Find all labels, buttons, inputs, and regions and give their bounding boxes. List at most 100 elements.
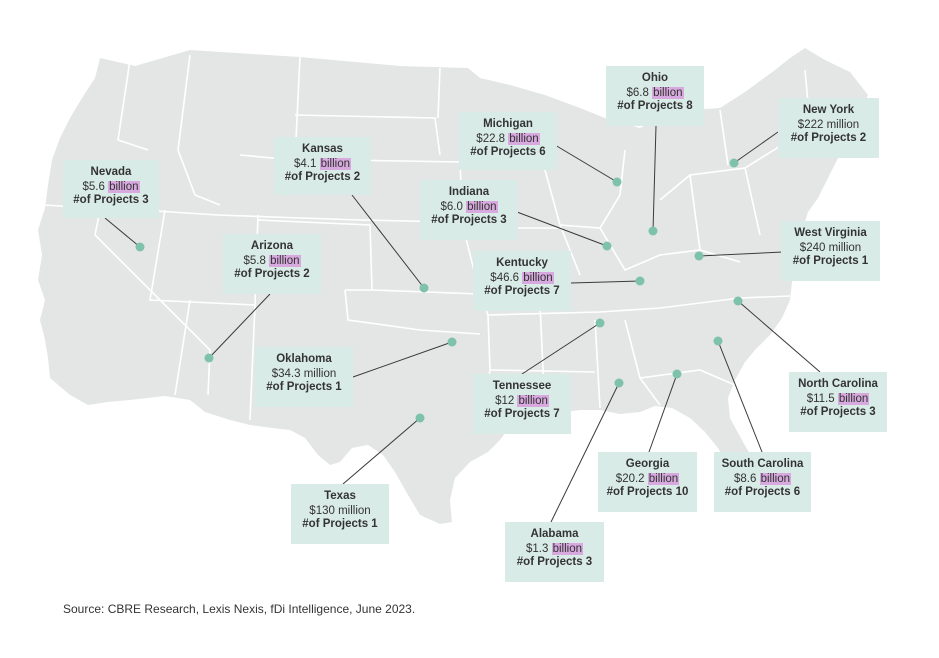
marker-south-carolina bbox=[713, 336, 723, 346]
state-name: New York bbox=[802, 104, 855, 116]
marker-nevada bbox=[135, 242, 145, 252]
investment-unit: billion bbox=[466, 201, 498, 213]
state-name: Kansas bbox=[302, 143, 343, 155]
leader-alabama bbox=[550, 382, 620, 523]
leader-tennessee bbox=[521, 322, 601, 375]
leader-indiana bbox=[516, 211, 608, 247]
state-name: South Carolina bbox=[721, 458, 804, 470]
investment-unit: million bbox=[828, 242, 862, 254]
investment-amount: $46.6 bbox=[490, 272, 520, 284]
project-count: #of Projects 1 bbox=[266, 381, 342, 393]
project-count: #of Projects 3 bbox=[73, 194, 149, 206]
marker-west-virginia bbox=[694, 251, 704, 261]
investment-amount: $8.6 bbox=[733, 473, 757, 485]
investment-unit: billion bbox=[837, 393, 870, 405]
investment-amount: $6.0 bbox=[440, 201, 463, 213]
investment-amount: $20.2 bbox=[615, 473, 645, 485]
state-name: North Carolina bbox=[798, 378, 878, 390]
marker-kentucky bbox=[635, 276, 645, 286]
marker-ohio bbox=[648, 226, 658, 236]
leader-north-carolina bbox=[737, 300, 821, 373]
marker-michigan bbox=[612, 177, 622, 187]
callout-alabama: Alabama $1.3 billion #of Projects 3 bbox=[505, 522, 604, 582]
leader-ohio bbox=[652, 125, 657, 232]
investment-unit: billion bbox=[319, 158, 351, 170]
callout-nevada: Nevada $5.6 billion #of Projects 3 bbox=[63, 160, 159, 218]
leader-nevada bbox=[104, 217, 141, 248]
state-name: Texas bbox=[324, 490, 356, 502]
project-count: #of Projects 2 bbox=[790, 132, 867, 144]
location-markers bbox=[135, 158, 743, 423]
callout-texas: Texas $130 million #of Projects 1 bbox=[291, 484, 389, 544]
callout-kentucky: Kentucky $46.6 billion #of Projects 7 bbox=[473, 251, 571, 311]
investment-amount: $222 bbox=[797, 119, 824, 131]
project-count: #of Projects 2 bbox=[284, 171, 361, 183]
callout-arizona: Arizona $5.8 billion #of Projects 2 bbox=[223, 234, 321, 294]
leader-kansas bbox=[351, 194, 425, 289]
state-name: West Virginia bbox=[794, 227, 867, 239]
us-landmass bbox=[38, 48, 868, 524]
callout-georgia: Georgia $20.2 billion #of Projects 10 bbox=[598, 452, 697, 512]
investment-unit: billion bbox=[759, 473, 791, 485]
callout-kansas: Kansas $4.1 billion #of Projects 2 bbox=[274, 137, 371, 195]
investment-unit: billion bbox=[522, 272, 554, 284]
investment-amount: $130 bbox=[309, 505, 335, 517]
investment-amount: $11.5 bbox=[806, 393, 835, 405]
project-count: #of Projects 2 bbox=[234, 268, 310, 280]
leader-oklahoma bbox=[352, 341, 453, 378]
marker-georgia bbox=[672, 369, 682, 379]
marker-kansas bbox=[419, 283, 429, 293]
state-name: Alabama bbox=[530, 528, 579, 540]
callout-north-carolina: North Carolina $11.5 billion #of Project… bbox=[789, 372, 887, 432]
leader-west-virginia bbox=[698, 251, 784, 257]
investment-unit: billion bbox=[508, 133, 540, 145]
project-count: #of Projects 1 bbox=[302, 518, 378, 530]
investment-unit: billion bbox=[517, 395, 549, 407]
state-name: Arizona bbox=[250, 240, 294, 252]
investment-amount: $22.8 bbox=[476, 133, 506, 145]
project-count: #of Projects 6 bbox=[470, 146, 546, 158]
state-name: Georgia bbox=[625, 458, 670, 470]
leader-georgia bbox=[648, 373, 678, 453]
project-count: #of Projects 10 bbox=[606, 486, 689, 498]
callout-west-virginia: West Virginia $240 million #of Projects … bbox=[781, 221, 880, 281]
project-count: #of Projects 3 bbox=[516, 556, 593, 568]
state-name: Nevada bbox=[90, 166, 132, 178]
callout-indiana: Indiana $6.0 billion #of Projects 3 bbox=[420, 180, 518, 240]
leader-new-york bbox=[733, 131, 779, 164]
state-name: Ohio bbox=[641, 72, 669, 84]
marker-indiana bbox=[602, 241, 612, 251]
leader-south-carolina bbox=[717, 340, 763, 453]
callout-oklahoma: Oklahoma $34.3 million #of Projects 1 bbox=[255, 347, 353, 407]
project-count: #of Projects 8 bbox=[617, 100, 693, 112]
state-name: Michigan bbox=[483, 118, 533, 130]
investment-amount: $12 bbox=[495, 395, 515, 407]
marker-arizona bbox=[204, 353, 214, 363]
project-count: #of Projects 3 bbox=[800, 406, 876, 418]
leader-texas bbox=[342, 417, 421, 485]
state-name: Tennessee bbox=[492, 380, 552, 392]
state-name: Indiana bbox=[448, 186, 490, 198]
callout-ohio: Ohio $6.8 billion #of Projects 8 bbox=[606, 66, 704, 126]
callout-michigan: Michigan $22.8 billion #of Projects 6 bbox=[459, 112, 557, 170]
investment-unit: billion bbox=[647, 473, 680, 485]
investment-unit: billion bbox=[108, 181, 140, 193]
marker-new-york bbox=[729, 158, 739, 168]
investment-unit: million bbox=[338, 505, 371, 517]
leader-kentucky bbox=[570, 280, 641, 284]
state-name: Oklahoma bbox=[276, 353, 332, 365]
callout-south-carolina: South Carolina $8.6 billion #of Projects… bbox=[714, 452, 811, 512]
project-count: #of Projects 3 bbox=[431, 214, 507, 226]
investment-unit: billion bbox=[269, 255, 301, 267]
source-note: Source: CBRE Research, Lexis Nexis, fDi … bbox=[63, 602, 416, 616]
marker-north-carolina bbox=[733, 296, 743, 306]
state-name: Kentucky bbox=[496, 257, 548, 269]
project-count: #of Projects 7 bbox=[484, 285, 560, 297]
investment-unit: billion bbox=[652, 87, 684, 99]
leader-michigan bbox=[554, 144, 618, 183]
investment-amount: $5.8 bbox=[243, 255, 266, 267]
callout-new-york: New York $222 million #of Projects 2 bbox=[778, 98, 879, 158]
project-count: #of Projects 7 bbox=[484, 408, 560, 420]
marker-alabama bbox=[614, 378, 624, 388]
investment-unit: billion bbox=[551, 543, 583, 555]
